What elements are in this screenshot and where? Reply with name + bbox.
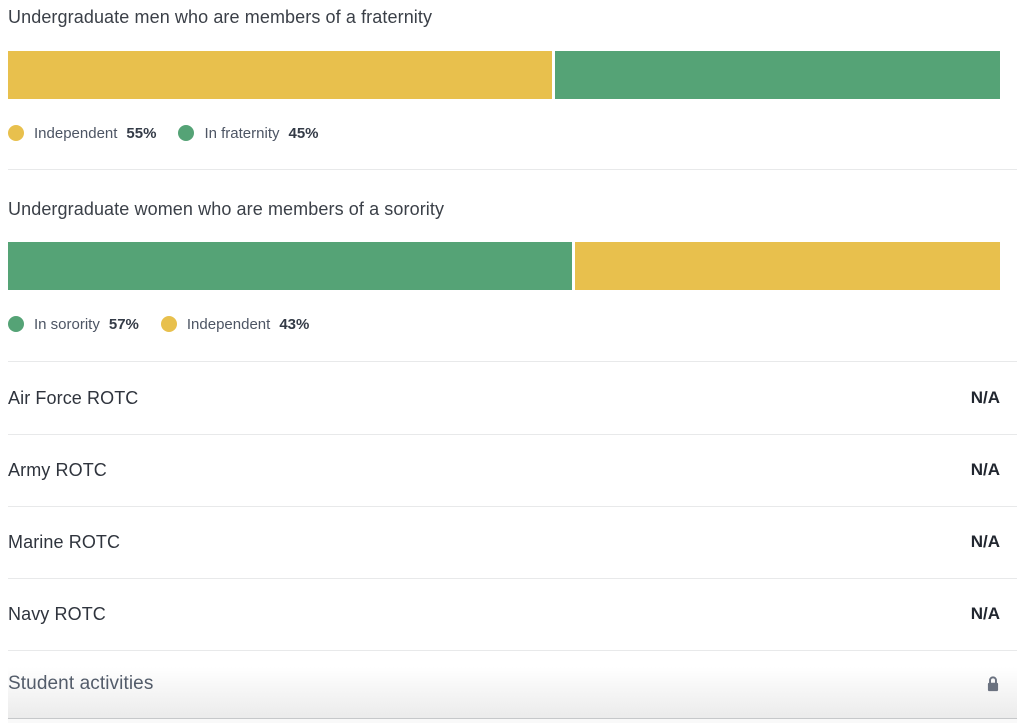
legend-value: 57% bbox=[108, 315, 139, 333]
sorority-chart: Undergraduate women who are members of a… bbox=[8, 198, 1000, 333]
table-row-marine-rotc: Marine ROTC N/A bbox=[8, 506, 1017, 579]
legend-item-in-fraternity: In fraternity 45% bbox=[178, 124, 319, 142]
legend-label: Independent bbox=[186, 315, 271, 333]
bar-segment-in-fraternity bbox=[554, 51, 1000, 99]
legend-dot-independent bbox=[8, 125, 24, 141]
card-bottom-edge bbox=[8, 718, 1017, 719]
legend-label: In sorority bbox=[34, 315, 100, 333]
section-divider bbox=[8, 169, 1017, 170]
row-value: N/A bbox=[970, 604, 1000, 623]
section-title: Student activities bbox=[8, 673, 154, 694]
bar-segment-independent bbox=[8, 51, 552, 99]
lock-icon bbox=[987, 676, 999, 692]
row-value: N/A bbox=[970, 388, 1000, 407]
sorority-chart-title: Undergraduate women who are members of a… bbox=[8, 199, 445, 219]
legend-value: 55% bbox=[126, 124, 157, 142]
legend-item-in-sorority: In sorority 57% bbox=[8, 316, 139, 333]
fraternity-stacked-bar bbox=[8, 51, 1000, 99]
row-label: Air Force ROTC bbox=[8, 387, 139, 408]
fraternity-legend: Independent 55% In fraternity 45% bbox=[8, 124, 1000, 142]
legend-item-independent: Independent 43% bbox=[160, 315, 310, 333]
table-row-navy-rotc: Navy ROTC N/A bbox=[8, 578, 1017, 651]
row-label: Marine ROTC bbox=[8, 531, 121, 552]
legend-label: In fraternity bbox=[204, 124, 280, 142]
legend-dot-in-sorority bbox=[8, 316, 24, 332]
legend-value: 43% bbox=[279, 315, 310, 333]
table-row-army-rotc: Army ROTC N/A bbox=[8, 434, 1017, 507]
student-activities-section-header[interactable]: Student activities bbox=[8, 650, 1017, 718]
sorority-legend: In sorority 57% Independent 43% bbox=[8, 315, 1000, 333]
next-card-top bbox=[8, 719, 1017, 723]
legend-dot-independent bbox=[160, 316, 177, 332]
legend-label: Independent bbox=[34, 124, 118, 142]
row-label: Army ROTC bbox=[8, 459, 107, 480]
bar-segment-in-sorority bbox=[8, 242, 572, 290]
section-divider bbox=[8, 361, 1017, 362]
row-value: N/A bbox=[970, 460, 1000, 479]
fraternity-chart-title: Undergraduate men who are members of a f… bbox=[8, 7, 433, 27]
table-row-air-force-rotc: Air Force ROTC N/A bbox=[8, 362, 1017, 435]
bar-segment-independent bbox=[574, 242, 1000, 290]
legend-value: 45% bbox=[288, 124, 319, 142]
row-value: N/A bbox=[970, 532, 1000, 551]
row-label: Navy ROTC bbox=[8, 603, 106, 624]
legend-dot-in-fraternity bbox=[178, 125, 195, 141]
rotc-stats-list: Air Force ROTC N/A Army ROTC N/A Marine … bbox=[8, 362, 1017, 651]
sorority-stacked-bar bbox=[8, 242, 1000, 290]
legend-item-independent: Independent 55% bbox=[8, 125, 156, 142]
fraternity-chart: Undergraduate men who are members of a f… bbox=[8, 6, 1000, 142]
